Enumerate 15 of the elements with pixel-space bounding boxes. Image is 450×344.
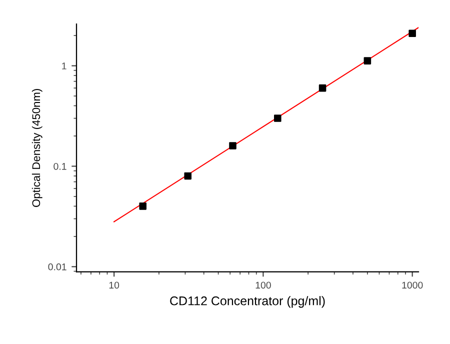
x-tick-label: 1000 [402, 282, 423, 289]
point [184, 172, 192, 180]
y-tick-label: 0.01 [48, 263, 66, 270]
point [408, 30, 416, 38]
point [274, 114, 282, 122]
point [229, 142, 236, 150]
x-tick-label: 100 [256, 282, 271, 289]
x-tick-label: 10 [109, 282, 120, 289]
x-axis-title: CD112 Concentrator (pg/ml) [170, 296, 325, 308]
y-tick-label: 0.1 [54, 162, 66, 170]
point [139, 202, 146, 210]
point [318, 84, 326, 92]
y-tick-label: 1 [62, 62, 66, 70]
point [364, 57, 372, 64]
y-axis-title: Optical Density (450nm) [32, 89, 42, 207]
